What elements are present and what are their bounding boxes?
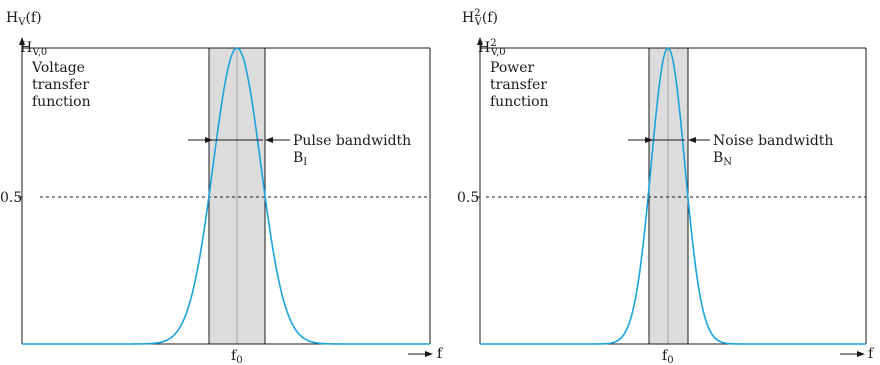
y-axis-label: H2 V(f) — [462, 8, 498, 28]
panel-voltage: HV(f) HV,0 Voltage transfer function 0.5… — [0, 10, 444, 365]
peak-label: H2 V,0 — [478, 38, 506, 58]
caption-line1: Voltage — [31, 60, 85, 76]
caption-line1: Power — [490, 60, 535, 76]
power-curve — [480, 47, 866, 345]
y-axis-label: HV(f) — [6, 10, 42, 28]
caption-line3: function — [32, 94, 91, 110]
half-tick-label: 0.5 — [0, 190, 22, 206]
peak-label: HV,0 — [20, 40, 47, 58]
bandwidth-symbol: BI — [293, 150, 307, 168]
bandwidth-symbol: BN — [713, 150, 732, 168]
voltage-curve — [22, 47, 430, 345]
caption-line3: function — [490, 94, 549, 110]
half-tick-label: 0.5 — [457, 190, 479, 206]
bandwidth-label: Noise bandwidth — [713, 133, 833, 149]
center-freq-label: f0 — [662, 348, 674, 365]
x-axis-label: f — [868, 346, 875, 362]
panel-power: H2 V(f) H2 V,0 Power transfer function 0.5… — [457, 8, 875, 365]
bandwidth-label: Pulse bandwidth — [293, 133, 411, 149]
caption-line2: transfer — [490, 77, 547, 93]
caption-line2: transfer — [32, 77, 89, 93]
noise-band — [648, 47, 689, 345]
x-axis-label: f — [437, 346, 444, 362]
center-freq-label: f0 — [231, 348, 243, 365]
